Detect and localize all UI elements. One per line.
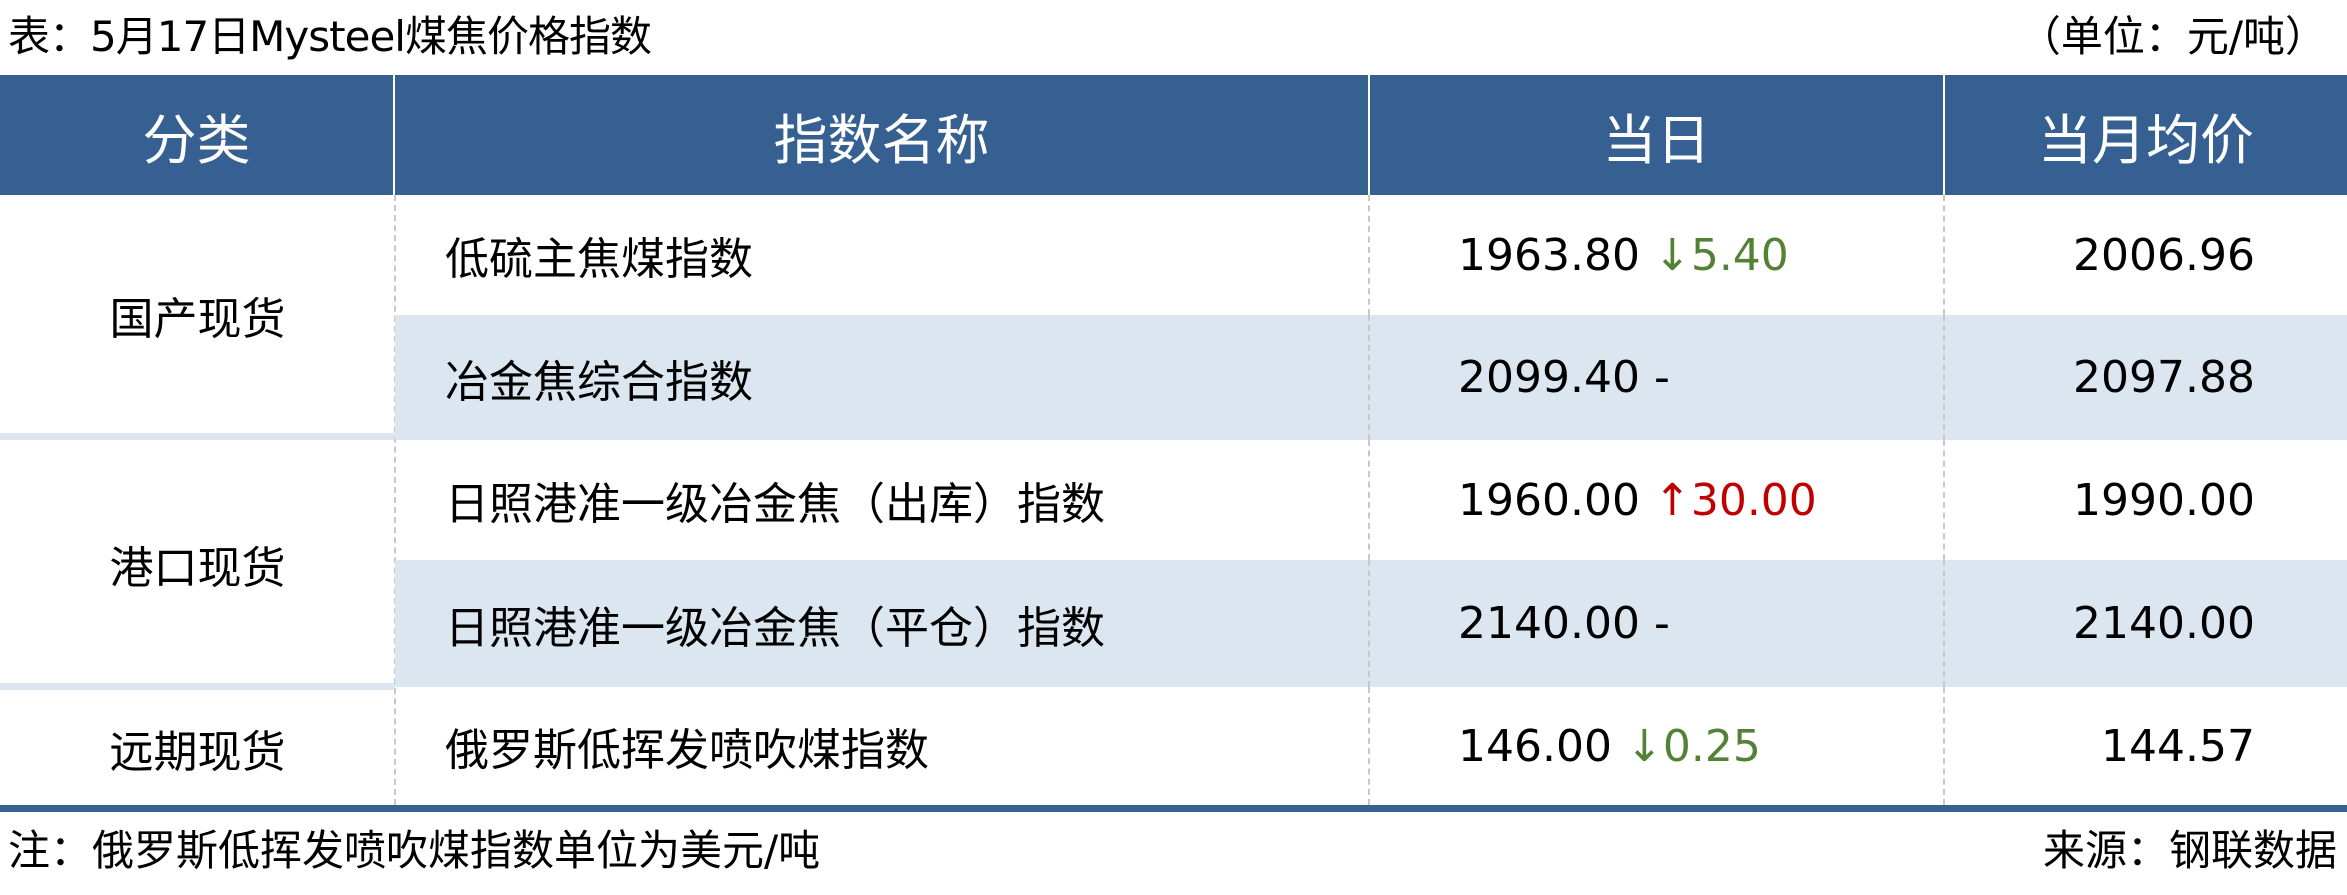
change-value: 5.40 — [1690, 229, 1789, 281]
table-bottom-border — [0, 805, 2347, 812]
today-value: 2140.00 — [1458, 598, 1640, 649]
table-row: 俄罗斯低挥发喷吹煤指数 146.00 ↓ 0.25 144.57 — [395, 687, 2347, 805]
footnote: 注：俄罗斯低挥发喷吹煤指数单位为美元/吨 — [8, 826, 821, 875]
index-name: 俄罗斯低挥发喷吹煤指数 — [395, 687, 1370, 805]
index-name: 日照港准一级冶金焦（出库）指数 — [395, 440, 1370, 560]
table-row: 日照港准一级冶金焦（平仓）指数 2140.00 - 2140.00 — [395, 560, 2347, 687]
divider — [0, 683, 395, 690]
header-category: 分类 — [0, 75, 395, 195]
category-domestic: 国产现货 — [109, 294, 286, 345]
change-value: - — [1653, 352, 1670, 403]
divider — [394, 195, 396, 805]
table-title: 表：5月17日Mysteel煤焦价格指数 — [8, 12, 652, 61]
source-label: 来源：钢联数据 — [2042, 826, 2337, 875]
change-value: 30.00 — [1690, 474, 1817, 526]
month-avg-value: 2140.00 — [2073, 598, 2255, 649]
table-row: 冶金焦综合指数 2099.40 - 2097.88 — [395, 315, 2347, 440]
change-value: - — [1653, 598, 1670, 649]
index-name: 日照港准一级冶金焦（平仓）指数 — [395, 560, 1370, 687]
index-name: 低硫主焦煤指数 — [395, 195, 1370, 315]
month-avg-value: 144.57 — [2101, 720, 2255, 772]
today-value: 2099.40 — [1458, 352, 1640, 403]
category-port: 港口现货 — [109, 542, 286, 594]
divider — [0, 433, 395, 440]
today-cell: 2099.40 - — [1370, 315, 1945, 440]
month-avg-value: 2006.96 — [2073, 229, 2255, 281]
today-cell: 2140.00 - — [1370, 560, 1945, 687]
month-avg-value: 1990.00 — [2073, 474, 2255, 526]
today-value: 1963.80 — [1458, 229, 1640, 281]
table-header: 分类 指数名称 当日 当月均价 — [0, 75, 2347, 195]
trend-down-icon: ↓ — [1653, 229, 1691, 281]
today-cell: 1960.00 ↑ 30.00 — [1370, 440, 1945, 560]
category-forward: 远期现货 — [109, 726, 286, 778]
today-value: 1960.00 — [1458, 474, 1640, 526]
today-cell: 146.00 ↓ 0.25 — [1370, 687, 1945, 805]
table-row: 日照港准一级冶金焦（出库）指数 1960.00 ↑ 30.00 1990.00 — [395, 440, 2347, 560]
header-today: 当日 — [1370, 75, 1945, 195]
header-month-avg: 当月均价 — [2038, 108, 2254, 172]
index-name: 冶金焦综合指数 — [395, 315, 1370, 440]
today-cell: 1963.80 ↓ 5.40 — [1370, 195, 1945, 315]
table-row: 低硫主焦煤指数 1963.80 ↓ 5.40 2006.96 — [395, 195, 2347, 315]
trend-down-icon: ↓ — [1625, 720, 1663, 772]
trend-up-icon: ↑ — [1653, 474, 1691, 526]
today-value: 146.00 — [1458, 720, 1612, 772]
header-index-name: 指数名称 — [395, 75, 1370, 195]
change-value: 0.25 — [1662, 720, 1761, 772]
month-avg-value: 2097.88 — [2073, 352, 2255, 403]
unit-label: （单位：元/吨） — [2018, 12, 2327, 61]
